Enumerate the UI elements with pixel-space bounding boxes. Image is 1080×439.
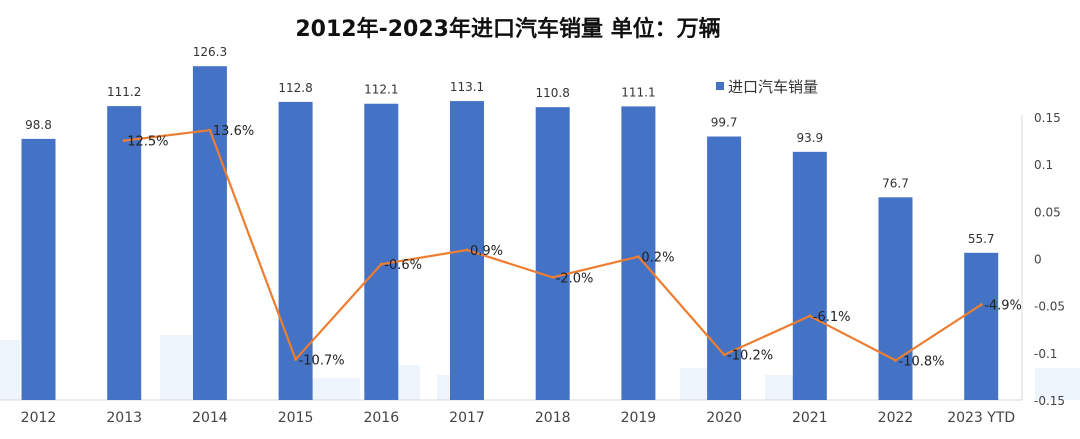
bar-data-label: 111.2 [107,85,141,99]
bar [964,252,999,400]
x-axis-tick-label: 2019 [621,410,657,426]
line-data-label: -0.6% [384,258,422,273]
x-axis-tick-label: 2018 [535,410,571,426]
right-axis-tick-label: 0.15 [1034,111,1061,125]
line-point [294,357,298,361]
bar [792,151,827,400]
bar-data-label: 111.1 [621,85,655,99]
bar-data-label: 112.1 [364,83,398,97]
line-data-label: -4.9% [984,299,1022,314]
right-axis-ticks: 0.15 0.1 0.05 0 -0.05 -0.1 -0.15 [1034,111,1065,408]
bar-data-label: 126.3 [193,45,227,59]
x-axis-tick-label: 2016 [363,410,399,426]
x-axis-tick-label: 2020 [706,410,742,426]
x-axis-tick-label: 2012 [21,410,57,426]
bar [621,106,656,400]
right-axis-tick-label: -0.1 [1034,347,1057,361]
right-axis-tick-label: 0.05 [1034,205,1061,219]
right-axis-tick-label: 0.1 [1034,158,1053,172]
x-axis-tick-label: 2022 [878,410,914,426]
right-axis-tick-label: -0.15 [1034,394,1065,408]
legend: 进口汽车销量 [716,78,818,96]
line-data-label: -6.1% [813,310,851,325]
bar-data-label: 55.7 [968,232,995,246]
line-data-label: -2.0% [556,271,594,286]
bar-data-label: 76.7 [882,176,909,190]
line-point [636,255,640,259]
x-axis-tick-label: 2015 [278,410,314,426]
x-axis-ticks: 2012 2013 2014 2015 2016 2017 2018 2019 2020 2021… [21,410,1016,426]
line-point [208,128,212,132]
right-axis-tick-label: -0.05 [1034,300,1065,314]
line-data-labels: 12.5% 13.6% -10.7% -0.6% 0.9% -2.0% 0.2% -10.2%… [127,124,1022,369]
chart-title: 2012年-2023年进口汽车销量 单位：万辆 [295,16,720,42]
bar [107,106,142,400]
line-point [551,275,555,279]
line-point [379,262,383,266]
bar [535,107,570,401]
line-data-label: 13.6% [213,124,254,139]
bar-series [21,66,999,401]
legend-label: 进口汽车销量 [728,78,818,96]
line-data-label: 0.2% [641,251,674,266]
x-axis-tick-label: 2023 YTD [947,410,1015,426]
bar [21,138,56,400]
line-point [808,314,812,318]
bar-data-label: 99.7 [711,116,738,130]
x-axis-tick-label: 2021 [792,410,828,426]
line-point [894,358,897,362]
line-series [122,128,983,362]
line-data-label: -10.2% [727,349,773,364]
line-data-label: -10.8% [899,354,945,369]
bar [364,103,399,400]
line-data-label: 12.5% [127,135,168,150]
bar-data-label: 113.1 [450,80,484,94]
line-point [979,303,983,307]
bar [878,197,913,400]
bar-data-label: 93.9 [796,131,823,145]
legend-swatch [716,82,724,90]
line-point [122,139,126,143]
line-point [722,353,726,357]
bar-data-label: 112.8 [278,81,312,95]
x-axis-tick-label: 2017 [449,410,485,426]
bar [192,66,227,400]
bar [278,101,313,400]
line-point [465,248,469,252]
x-axis-tick-label: 2013 [106,410,142,426]
x-axis-tick-label: 2014 [192,410,228,426]
right-axis-tick-label: 0 [1034,253,1042,267]
line-data-label: -10.7% [299,353,345,368]
line-data-label: 0.9% [470,244,503,259]
bar-data-label: 110.8 [536,86,570,100]
bar-data-label: 98.8 [25,118,52,132]
bar-data-labels: 98.8 111.2 126.3 112.8 112.1 113.1 110.8 111.1 9… [25,45,994,246]
